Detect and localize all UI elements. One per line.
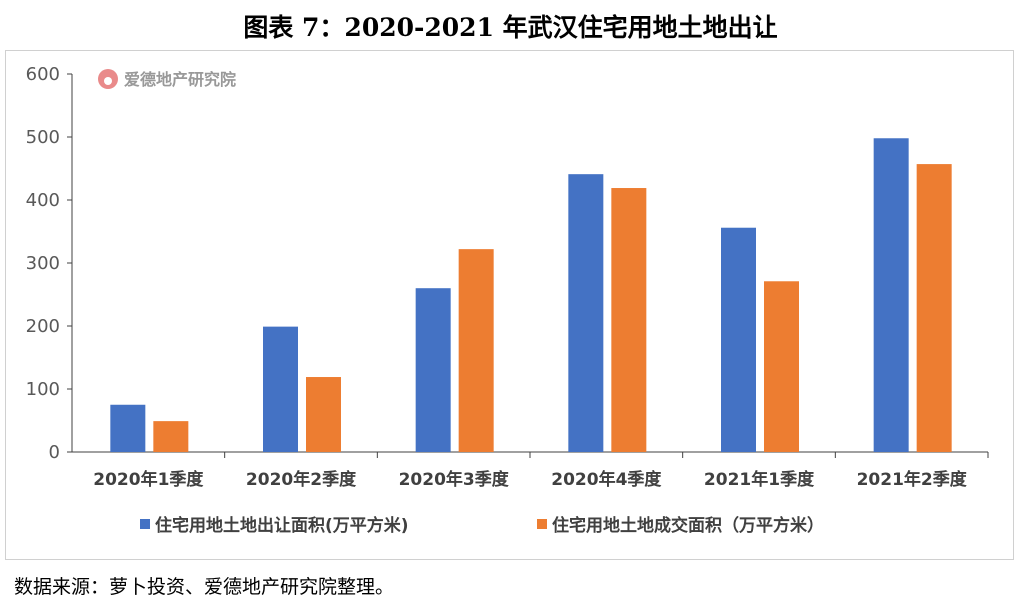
bar-supply: [721, 227, 756, 452]
x-tick-label: 2021年1季度: [704, 469, 815, 490]
y-tick-label: 200: [26, 316, 60, 337]
bar-supply: [110, 404, 146, 452]
source-note: 数据来源：萝卜投资、爱德地产研究院整理。: [14, 576, 395, 598]
watermark-text: 爱德地产研究院: [124, 70, 236, 89]
y-tick-label: 400: [26, 190, 60, 211]
bar-transaction: [458, 249, 494, 452]
chart-frame: [5, 50, 1014, 560]
bar-transaction: [611, 188, 647, 452]
legend-label: 住宅用地土地出让面积(万平方米): [155, 515, 409, 536]
chart-title: 图表 7：2020-2021 年武汉住宅用地土地出让: [243, 13, 778, 42]
y-tick-label: 100: [26, 379, 60, 400]
watermark: 爱德地产研究院: [98, 69, 236, 89]
bar-transaction: [306, 377, 341, 452]
x-tick-label: 2020年1季度: [93, 469, 204, 490]
y-tick-label: 600: [26, 64, 60, 85]
bar-transaction: [916, 164, 952, 452]
x-tick-label: 2020年4季度: [551, 469, 662, 490]
bar-supply: [263, 326, 298, 452]
legend-label: 住宅用地土地成交面积（万平方米）: [552, 515, 824, 536]
legend-swatch: [140, 519, 150, 529]
y-tick-label: 500: [26, 127, 60, 148]
bar-supply: [873, 138, 909, 452]
x-tick-label: 2020年3季度: [399, 469, 510, 490]
bar-supply: [415, 288, 451, 452]
y-tick-label: 0: [49, 442, 60, 463]
bar-transaction: [153, 421, 189, 452]
x-tick-label: 2021年2季度: [857, 469, 968, 490]
legend-swatch: [537, 519, 547, 529]
x-tick-label: 2020年2季度: [246, 469, 357, 490]
bar-supply: [568, 174, 604, 453]
y-tick-label: 300: [26, 253, 60, 274]
bar-transaction: [764, 281, 799, 452]
